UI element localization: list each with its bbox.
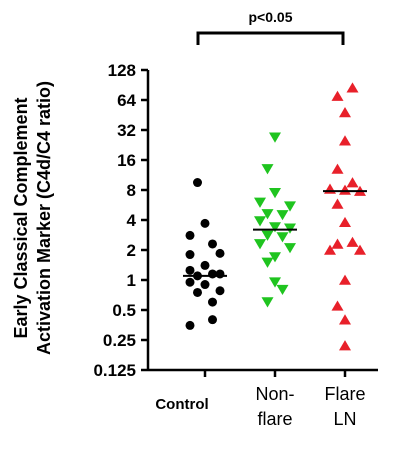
y-tick-label: 64 [117,91,136,110]
data-point [261,209,274,220]
data-point [200,260,210,270]
data-points [185,82,366,351]
data-point [339,216,351,228]
data-point [254,216,266,227]
x-category-label: LN [333,409,356,429]
data-point [200,218,210,228]
significance-bracket: p<0.05 [196,9,345,45]
data-point [324,183,336,194]
y-tick-label: 128 [108,61,136,80]
series-group [185,178,225,330]
data-point [324,244,336,255]
data-point [193,287,202,297]
data-point [346,177,359,188]
y-tick-label: 8 [127,181,136,200]
data-point [269,187,281,199]
data-point [331,90,344,101]
data-point [254,197,266,208]
data-point [215,286,225,296]
data-point [200,280,210,290]
data-point [215,269,225,279]
data-point [339,314,351,325]
data-point [254,239,266,250]
data-point [269,222,281,233]
data-point [284,223,296,234]
data-point [208,315,217,325]
data-point [261,164,274,175]
y-tick-label: 16 [117,151,136,170]
y-axis-title: Early Classical Complement Activation Ma… [11,81,54,355]
data-point [276,232,289,243]
series-group [324,82,366,351]
data-point [331,198,344,209]
data-point [185,250,195,260]
x-axis: Control Non-flare Flare LN [148,368,378,429]
data-point [185,320,195,330]
data-point [339,107,351,118]
y-tick-label: 0.125 [93,361,136,380]
y-tick-label: 4 [127,211,137,230]
data-point [276,210,289,221]
y-tick-label: 1 [127,271,136,290]
data-point [346,236,359,247]
data-point [339,135,351,146]
y-tick-label: 32 [117,121,136,140]
significance-label: p<0.05 [249,9,293,25]
data-point [261,297,274,308]
significance-bracket-line [196,31,345,45]
data-point [215,248,225,258]
data-point [261,230,274,241]
x-category-label: flare [257,409,292,429]
data-point [339,274,351,285]
data-point [208,297,217,307]
data-point [331,300,344,311]
data-point [346,82,359,93]
data-point [208,239,217,249]
data-point [354,244,366,255]
data-point [331,238,344,249]
data-point [276,284,289,296]
data-point [269,132,281,143]
data-point [331,163,344,174]
data-point [269,252,281,263]
y-axis: 0.125 0.25 0.5 1 2 4 8 16 32 64 128 [93,61,150,380]
y-tick-label: 0.5 [112,301,136,320]
data-point [185,277,195,287]
data-point [339,340,351,351]
data-point [269,277,281,288]
data-point [261,257,274,268]
data-point [193,178,202,188]
y-tick-label: 0.25 [103,331,136,350]
data-point [284,243,296,254]
x-category-label: Non- [255,384,294,404]
median-lines [183,190,367,277]
y-axis-title-line1: Early Classical Complement [11,97,31,338]
data-point [185,265,195,275]
data-point [185,230,195,240]
series-group [254,132,296,308]
data-point [339,184,351,195]
x-category-label: Control [155,396,208,413]
y-tick-label: 2 [127,241,136,260]
x-category-label: Flare [324,384,365,404]
y-axis-title-line2: Activation Marker (C4d/C4 ratio) [34,81,54,355]
data-point [284,201,296,212]
